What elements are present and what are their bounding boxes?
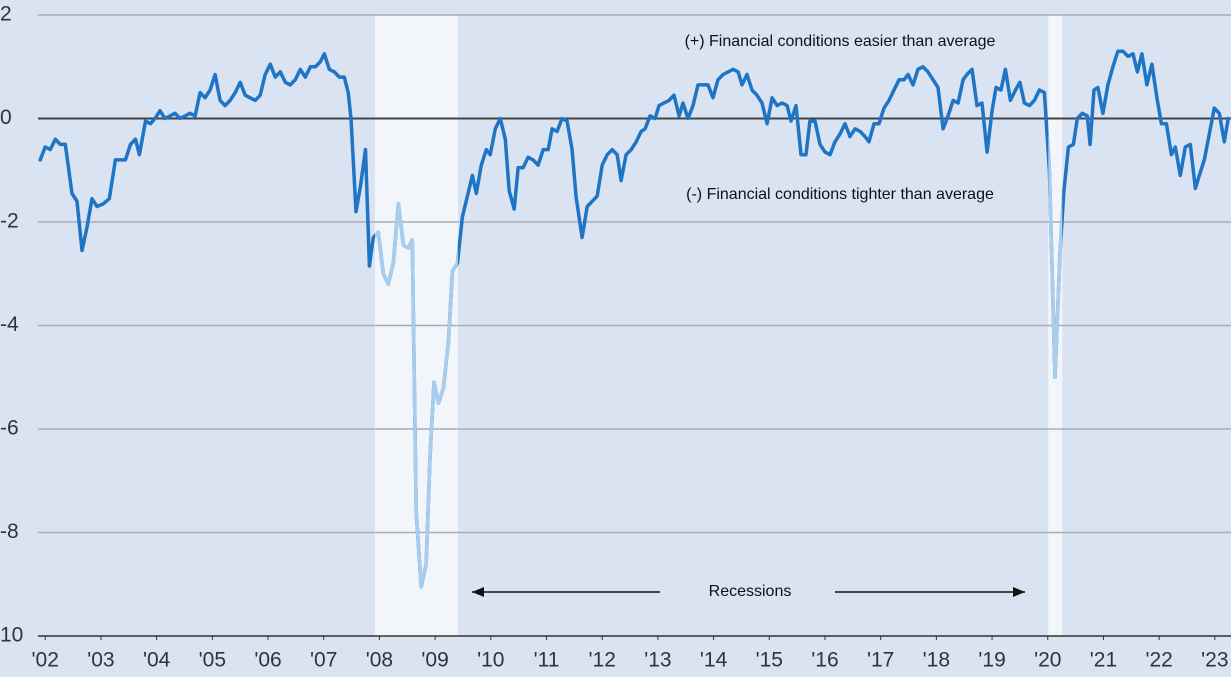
- x-tick-label: '08: [366, 649, 393, 672]
- x-tick-label: '18: [923, 649, 950, 672]
- x-tick-label: '06: [254, 649, 281, 672]
- x-tick-label: '04: [143, 649, 171, 672]
- x-tick-label: '09: [421, 649, 448, 672]
- x-tick-label: '12: [589, 649, 616, 672]
- arrow-left-head: [472, 587, 484, 597]
- annotation: (+) Financial conditions easier than ave…: [685, 33, 996, 50]
- annotation: (-) Financial conditions tighter than av…: [686, 186, 994, 203]
- x-tick-label: '14: [700, 649, 728, 672]
- y-tick-label: 10: [0, 624, 23, 647]
- x-tick-label: '15: [756, 649, 783, 672]
- x-tick-label: '23: [1201, 649, 1228, 672]
- x-tick-label: '19: [978, 649, 1005, 672]
- y-tick-label: -4: [0, 313, 19, 336]
- y-tick-label: -6: [0, 417, 19, 440]
- x-tick-label: '10: [477, 649, 504, 672]
- x-tick-label: '20: [1034, 649, 1061, 672]
- series-line: [38, 49, 1230, 589]
- x-tick-label: '21: [1090, 649, 1117, 672]
- arrow-right-head: [1013, 587, 1025, 597]
- x-tick-label: '13: [644, 649, 671, 672]
- x-tick-label: '16: [811, 649, 838, 672]
- x-tick-label: '11: [534, 649, 560, 672]
- x-tick-label: '05: [199, 649, 226, 672]
- x-tick-label: '03: [87, 649, 114, 672]
- x-tick-label: '02: [32, 649, 59, 672]
- x-tick-label: '07: [310, 649, 337, 672]
- y-tick-label: 0: [0, 106, 12, 129]
- x-tick-label: '22: [1145, 649, 1172, 672]
- annotation: Recessions: [709, 583, 792, 600]
- y-tick-label: 2: [0, 3, 12, 26]
- y-tick-label: -8: [0, 520, 19, 543]
- y-tick-label: -2: [0, 210, 19, 233]
- x-tick-label: '17: [867, 649, 894, 672]
